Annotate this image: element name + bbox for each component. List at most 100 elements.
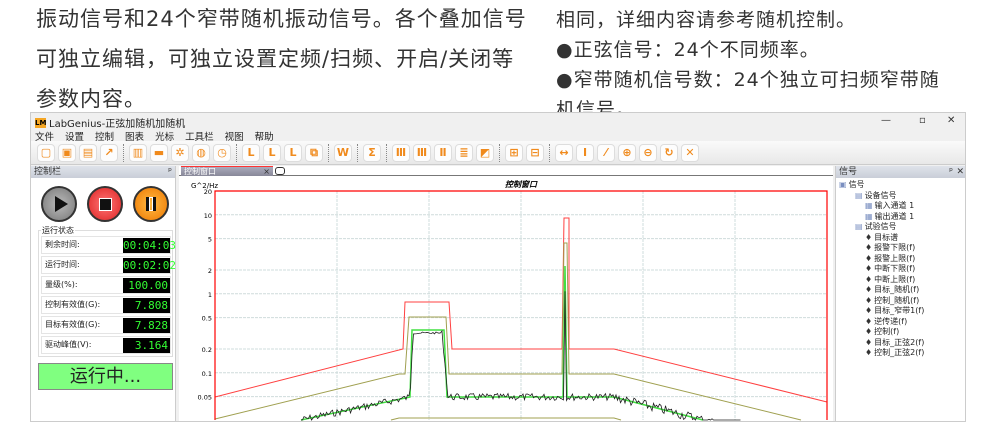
signal-icon[interactable]: ◍ [192, 143, 210, 162]
y-tick-label: 20 [204, 188, 212, 196]
toolbar-separator [357, 143, 358, 162]
tree-item-label: 试验信号 [864, 222, 897, 231]
tree-item[interactable]: ♦ 逆传递(f) [839, 316, 965, 328]
menu-item[interactable]: 图表 [125, 132, 145, 143]
tree-item[interactable]: ▤ 设备信号 [839, 191, 965, 202]
tree-item[interactable]: ▦ 输入通道 1 [839, 201, 965, 212]
plot-frame [214, 190, 828, 420]
menu-item[interactable]: 文件 [35, 132, 55, 143]
export-icon[interactable]: ↗ [100, 143, 118, 162]
range-icon[interactable]: ▬ [150, 143, 168, 162]
app-window: LM LabGenius-正弦加随机加随机 — ▫ ✕ 文件 设置 控制 图表 光标 工具… [30, 112, 966, 422]
tree-item[interactable]: ♦ 目标_正弦2(f) [839, 338, 965, 349]
layout1-icon[interactable]: ⊞ [505, 143, 523, 162]
tree-item[interactable]: ♦ 中断上限(f) [839, 275, 965, 286]
layout2-icon[interactable]: ⊟ [526, 143, 544, 162]
tree-item-label: 目标_窄带1(f) [874, 306, 925, 315]
bars3-icon[interactable]: Ⅱ [434, 143, 452, 162]
tree-item[interactable]: ♦ 目标_窄带1(f) [839, 306, 965, 317]
intro-right-line-2: ●正弦信号：24个不同频率。 [556, 39, 820, 61]
pin-icon[interactable]: ᵖ [949, 167, 953, 177]
sum-icon[interactable]: Σ [363, 143, 381, 162]
intro-left-line-3: 参数内容。 [36, 87, 146, 111]
folder-icon: ▦ [865, 201, 873, 210]
status-value: 3.164 [123, 338, 170, 353]
status-label: 控制有效值(G): [45, 300, 101, 309]
limit1-icon[interactable]: L [242, 143, 260, 162]
status-value: 7.828 [123, 318, 170, 333]
status-value: 7.808 [123, 298, 170, 313]
bars1-icon[interactable]: Ⅲ [392, 143, 410, 162]
tree-item[interactable]: ▣ 信号 [839, 180, 965, 191]
app-logo: LM [35, 117, 47, 128]
limit3-icon[interactable]: L [284, 143, 302, 162]
save-icon[interactable]: ▣ [58, 143, 76, 162]
word-icon[interactable]: W [334, 143, 352, 162]
settings-icon[interactable]: ✲ [171, 143, 189, 162]
menu-item[interactable]: 帮助 [254, 132, 274, 143]
status-label: 运行时间: [45, 260, 80, 269]
tree-item-label: 逆传递(f) [874, 316, 908, 326]
status-row: 目标有效值(G): 7.828 [41, 316, 171, 334]
zoom-out-icon[interactable]: ⊖ [639, 143, 657, 162]
pause-icon [146, 197, 156, 211]
menu-item[interactable]: 控制 [95, 132, 115, 143]
toolbar-separator [549, 143, 550, 162]
refresh-icon[interactable]: ↻ [660, 143, 678, 162]
y-tick-label: 0.5 [202, 315, 212, 323]
tab-close-icon[interactable]: × [263, 167, 270, 176]
vcursor-icon[interactable]: Ⅰ [576, 143, 594, 162]
start-button[interactable] [41, 186, 77, 222]
tree-item[interactable]: ▤ 试验信号 [839, 222, 965, 233]
tree-item[interactable]: ♦ 控制(f) [839, 327, 965, 338]
list-icon[interactable]: ≣ [455, 143, 473, 162]
close-button[interactable]: ✕ [947, 115, 956, 126]
tab-list-icon[interactable] [275, 167, 285, 175]
pause-button[interactable] [133, 186, 169, 222]
clock-icon[interactable]: ◷ [213, 143, 231, 162]
tree-item[interactable]: ♦ 目标谱 [839, 232, 965, 244]
fit-icon[interactable]: ✕ [681, 143, 699, 162]
tree-item[interactable]: ♦ 报警下限(f) [839, 243, 965, 254]
stop-button[interactable] [87, 186, 123, 222]
menu-item[interactable]: 视图 [224, 132, 244, 143]
tree-item[interactable]: ♦ 中断下限(f) [839, 264, 965, 275]
folder-icon: ▦ [865, 211, 873, 221]
signal-icon: ♦ [865, 243, 873, 252]
tree-item-label: 中断下限(f) [874, 264, 916, 273]
menu-item[interactable]: 光标 [155, 132, 175, 143]
folder-icon: ▣ [839, 180, 847, 189]
tree-item-label: 输出通道 1 [874, 211, 915, 221]
signal-icon: ♦ [865, 264, 873, 273]
tree-item[interactable]: ♦ 目标_随机(f) [839, 285, 965, 296]
tab-control-window[interactable]: 控制窗口 × [181, 166, 273, 176]
tree-item-label: 输入通道 1 [874, 201, 915, 210]
copy-icon[interactable]: ⧉ [305, 143, 323, 162]
tree-item[interactable]: ♦ 控制_正弦2(f) [839, 348, 965, 359]
new-icon[interactable]: ▢ [37, 143, 55, 162]
tree-item[interactable]: ♦ 报警上限(f) [839, 253, 965, 265]
test-icon[interactable]: ▥ [129, 143, 147, 162]
tree-item[interactable]: ♦ 控制_随机(f) [839, 296, 965, 307]
chart-icon[interactable]: ◩ [476, 143, 494, 162]
maximize-button[interactable]: ▫ [919, 115, 926, 126]
status-row: 运行时间: 00:02:02 [41, 256, 176, 274]
bars2-icon[interactable]: Ⅲ [413, 143, 431, 162]
tree-item-label: 目标谱 [874, 232, 899, 242]
panel-close-icon[interactable]: ✕ [956, 167, 964, 177]
hcursor-icon[interactable]: ↔ [555, 143, 573, 162]
chart-panel: 控制窗口 × 控制窗口 G^2/Hz 20 10 5 2 1 0.5 0.2 0.1 0.05 [179, 166, 833, 421]
pin-icon[interactable]: ᵖ [168, 167, 172, 177]
limit2-icon[interactable]: L [263, 143, 281, 162]
zoom-in-icon[interactable]: ⊕ [618, 143, 636, 162]
menu-item[interactable]: 工具栏 [185, 132, 214, 143]
dcursor-icon[interactable]: ⁄ [597, 143, 615, 162]
tree-item-label: 信号 [848, 180, 865, 189]
y-tick-label: 1 [208, 291, 212, 299]
open-icon[interactable]: ▤ [79, 143, 97, 162]
signal-icon: ♦ [865, 253, 873, 263]
tree-item[interactable]: ▦ 输出通道 1 [839, 211, 965, 223]
menu-item[interactable]: 设置 [65, 132, 85, 143]
title-bar: LM LabGenius-正弦加随机加随机 [35, 115, 185, 130]
minimize-button[interactable]: — [881, 115, 891, 126]
